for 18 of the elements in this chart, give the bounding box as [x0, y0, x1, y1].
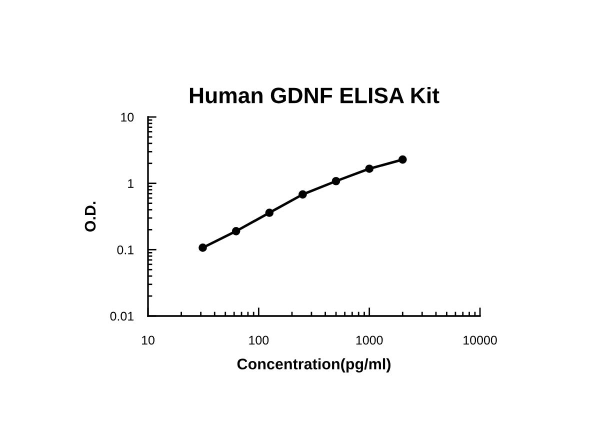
y-tick-label: 0.1: [117, 245, 134, 254]
point: [232, 227, 240, 236]
point: [365, 164, 374, 173]
point: [198, 244, 207, 252]
y-tick-label: 10: [121, 112, 134, 122]
x-tick-label: 10000: [464, 336, 497, 345]
y-tick-label: 1: [128, 179, 134, 188]
x-axis-title: Concentration(pg/ml): [237, 358, 390, 373]
x-tick-label: 10: [142, 336, 154, 345]
y-tick-label: 0.01: [110, 312, 134, 321]
point: [298, 190, 307, 199]
x-tick-label: 100: [249, 336, 269, 345]
point: [398, 155, 407, 164]
point: [265, 208, 274, 217]
point: [332, 176, 340, 186]
x-tick-label: 1000: [356, 336, 383, 345]
chart-title: Human GDNF ELISA Kit: [190, 87, 440, 104]
y-axis-title: O.D.: [84, 202, 96, 232]
